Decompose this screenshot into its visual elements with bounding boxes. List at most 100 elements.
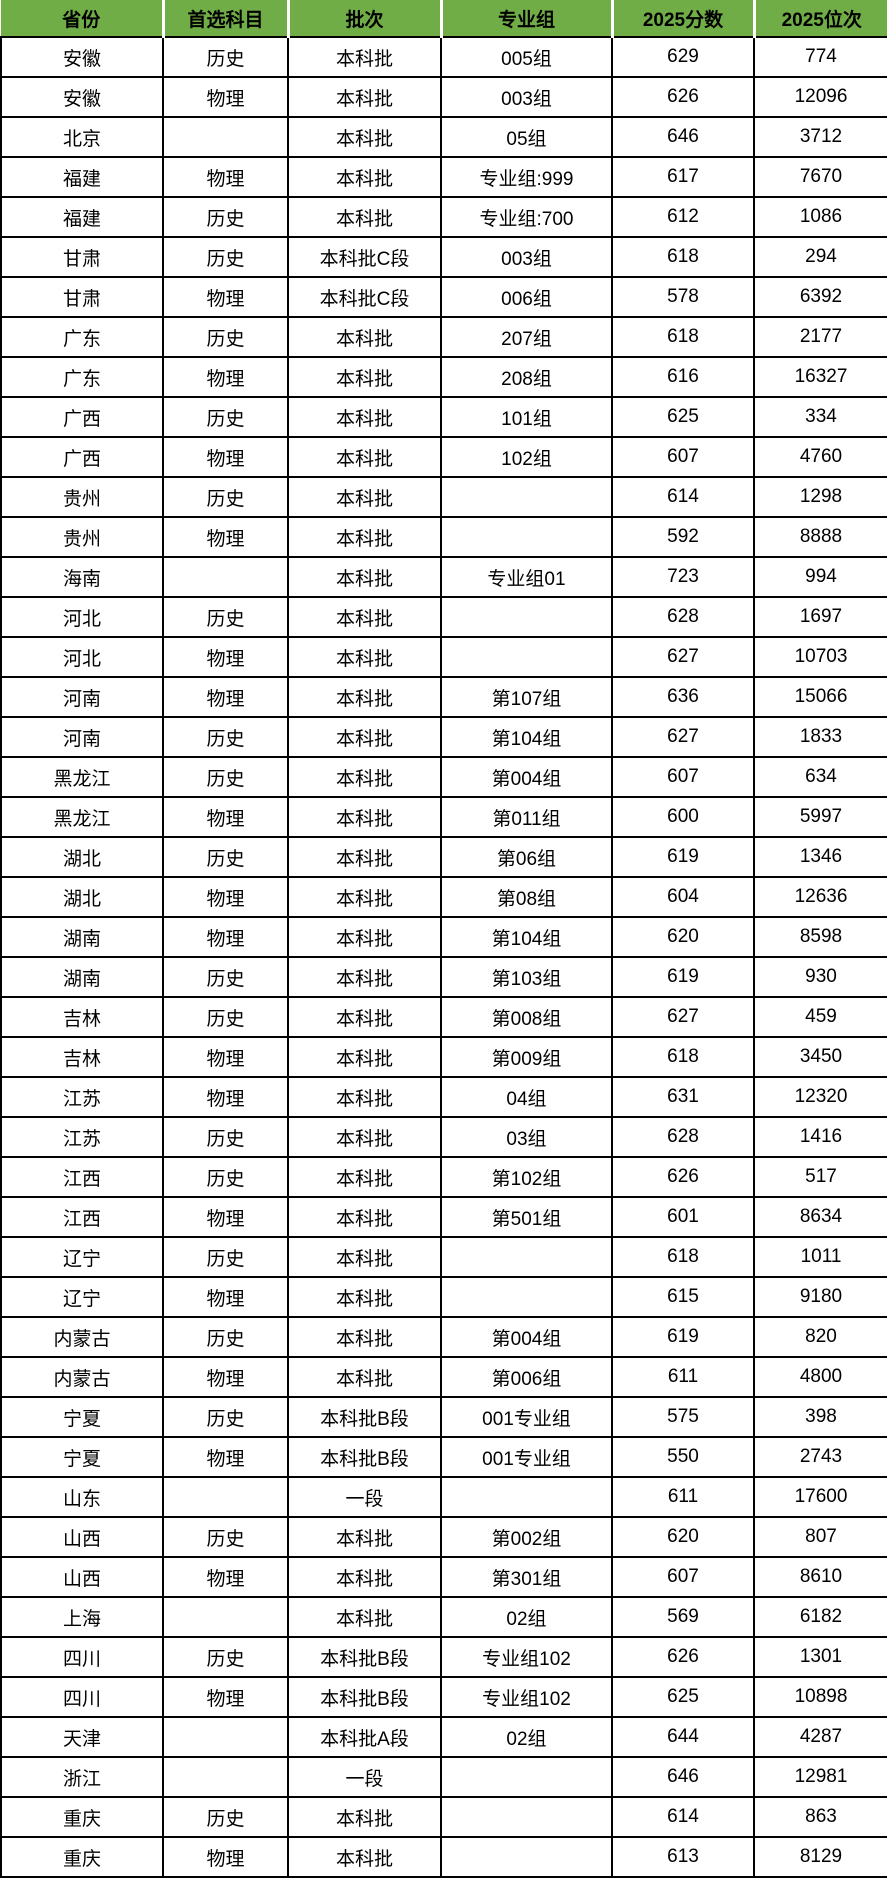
table-row: 河北 历史 本科批 628 1697 — [0, 596, 887, 638]
table-cell-batch: 本科批B段 — [287, 1636, 442, 1678]
table-cell-score: 628 — [611, 1116, 755, 1158]
table-cell-score: 611 — [611, 1476, 755, 1518]
table-cell-province: 贵州 — [0, 476, 164, 518]
table-cell-batch: 本科批 — [287, 116, 442, 158]
table-cell-score: 607 — [611, 436, 755, 478]
table-row: 河南 历史 本科批 第104组 627 1833 — [0, 716, 887, 758]
table-cell-group: 03组 — [440, 1116, 613, 1158]
table-cell-subject: 历史 — [162, 1516, 289, 1558]
table-cell-batch: 本科批 — [287, 556, 442, 598]
table-cell-province: 江西 — [0, 1156, 164, 1198]
table-cell-subject: 物理 — [162, 676, 289, 718]
table-cell-group: 05组 — [440, 116, 613, 158]
table-cell-batch: 本科批 — [287, 596, 442, 638]
table-cell-score: 646 — [611, 1756, 755, 1798]
table-cell-group: 第002组 — [440, 1516, 613, 1558]
table-cell-rank: 459 — [753, 996, 887, 1038]
table-cell-province: 河南 — [0, 716, 164, 758]
table-row: 重庆 物理 本科批 613 8129 — [0, 1836, 887, 1878]
table-cell-subject: 物理 — [162, 1356, 289, 1398]
table-cell-rank: 863 — [753, 1796, 887, 1838]
table-cell-group: 第107组 — [440, 676, 613, 718]
column-header-batch: 批次 — [288, 0, 443, 38]
table-cell-subject: 历史 — [162, 836, 289, 878]
table-cell-group — [440, 1836, 613, 1878]
table-cell-subject: 物理 — [162, 796, 289, 838]
table-cell-province: 山西 — [0, 1516, 164, 1558]
table-cell-group: 第501组 — [440, 1196, 613, 1238]
table-cell-province: 重庆 — [0, 1836, 164, 1878]
table-cell-group: 101组 — [440, 396, 613, 438]
table-cell-province: 浙江 — [0, 1756, 164, 1798]
table-cell-subject — [162, 1476, 289, 1518]
table-row: 广西 历史 本科批 101组 625 334 — [0, 396, 887, 438]
table-cell-province: 湖北 — [0, 836, 164, 878]
table-cell-group: 第006组 — [440, 1356, 613, 1398]
table-row: 内蒙古 物理 本科批 第006组 611 4800 — [0, 1356, 887, 1398]
table-cell-score: 607 — [611, 1556, 755, 1598]
table-row: 山东 一段 611 17600 — [0, 1476, 887, 1518]
table-cell-rank: 7670 — [753, 156, 887, 198]
table-cell-rank: 4800 — [753, 1356, 887, 1398]
table-header: 省份 首选科目 批次 专业组 2025分数 2025位次 — [1, 0, 887, 38]
table-cell-rank: 294 — [753, 236, 887, 278]
table-row: 四川 物理 本科批B段 专业组102 625 10898 — [0, 1676, 887, 1718]
table-cell-batch: 本科批 — [287, 1356, 442, 1398]
table-cell-subject: 物理 — [162, 1436, 289, 1478]
table-cell-rank: 994 — [753, 556, 887, 598]
table-row: 海南 本科批 专业组01 723 994 — [0, 556, 887, 598]
table-cell-subject: 历史 — [162, 716, 289, 758]
column-header-subject: 首选科目 — [163, 0, 290, 38]
table-cell-group — [440, 636, 613, 678]
table-row: 福建 历史 本科批 专业组:700 612 1086 — [0, 196, 887, 238]
table-cell-batch: 本科批 — [287, 1156, 442, 1198]
table-cell-batch: 本科批 — [287, 676, 442, 718]
table-cell-batch: 本科批 — [287, 1276, 442, 1318]
table-cell-group: 第008组 — [440, 996, 613, 1038]
table-cell-batch: 本科批 — [287, 836, 442, 878]
table-cell-subject: 物理 — [162, 916, 289, 958]
table-cell-province: 湖南 — [0, 916, 164, 958]
table-cell-rank: 8598 — [753, 916, 887, 958]
table-cell-score: 614 — [611, 476, 755, 518]
table-cell-rank: 1086 — [753, 196, 887, 238]
table-row: 山西 历史 本科批 第002组 620 807 — [0, 1516, 887, 1558]
table-cell-province: 贵州 — [0, 516, 164, 558]
table-cell-province: 黑龙江 — [0, 796, 164, 838]
table-cell-group: 02组 — [440, 1716, 613, 1758]
table-cell-batch: 本科批A段 — [287, 1716, 442, 1758]
table-cell-group: 003组 — [440, 76, 613, 118]
table-cell-group — [440, 516, 613, 558]
table-row: 福建 物理 本科批 专业组:999 617 7670 — [0, 156, 887, 198]
table-cell-batch: 本科批 — [287, 316, 442, 358]
table-cell-rank: 3712 — [753, 116, 887, 158]
table-cell-province: 北京 — [0, 116, 164, 158]
table-cell-subject: 物理 — [162, 636, 289, 678]
table-cell-group — [440, 1276, 613, 1318]
table-cell-province: 内蒙古 — [0, 1316, 164, 1358]
table-row: 江西 物理 本科批 第501组 601 8634 — [0, 1196, 887, 1238]
table-cell-batch: 本科批 — [287, 156, 442, 198]
table-cell-rank: 6182 — [753, 1596, 887, 1638]
table-cell-batch: 本科批 — [287, 436, 442, 478]
table-row: 贵州 历史 本科批 614 1298 — [0, 476, 887, 518]
table-cell-score: 614 — [611, 1796, 755, 1838]
table-cell-score: 626 — [611, 1156, 755, 1198]
table-cell-province: 江苏 — [0, 1076, 164, 1118]
table-cell-province: 安徽 — [0, 76, 164, 118]
table-row: 黑龙江 物理 本科批 第011组 600 5997 — [0, 796, 887, 838]
table-cell-batch: 本科批 — [287, 1196, 442, 1238]
table-cell-batch: 本科批 — [287, 956, 442, 998]
table-cell-score: 618 — [611, 1036, 755, 1078]
table-cell-group: 第004组 — [440, 1316, 613, 1358]
table-row: 上海 本科批 02组 569 6182 — [0, 1596, 887, 1638]
table-cell-province: 河北 — [0, 596, 164, 638]
table-cell-province: 河南 — [0, 676, 164, 718]
table-cell-score: 620 — [611, 1516, 755, 1558]
table-row: 甘肃 物理 本科批C段 006组 578 6392 — [0, 276, 887, 318]
table-cell-group: 第102组 — [440, 1156, 613, 1198]
table-cell-subject — [162, 1596, 289, 1638]
table-cell-rank: 16327 — [753, 356, 887, 398]
table-cell-province: 湖北 — [0, 876, 164, 918]
table-row: 湖南 历史 本科批 第103组 619 930 — [0, 956, 887, 998]
